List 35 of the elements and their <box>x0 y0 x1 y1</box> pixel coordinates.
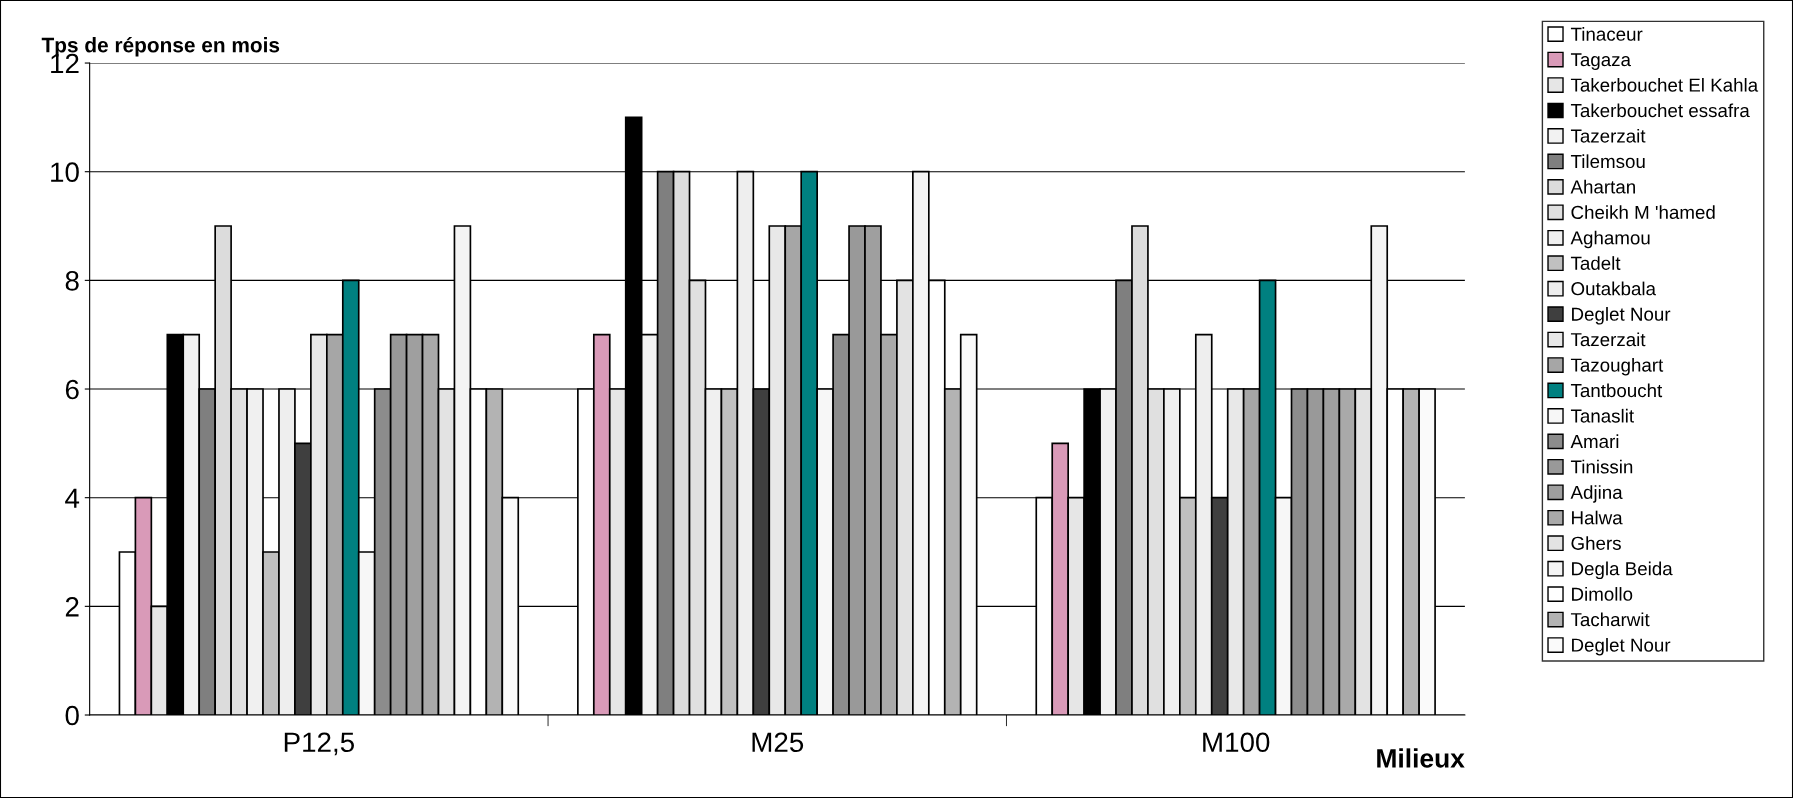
y-tick-label: 2 <box>65 597 79 617</box>
legend-label: Adjina <box>1570 485 1623 503</box>
legend-label: Tanaslit <box>1570 408 1634 423</box>
x-tick-label: M100 <box>1203 732 1270 753</box>
legend-label: Aghamou <box>1570 230 1650 249</box>
legend-label: Tazerzait <box>1570 128 1646 143</box>
legend-label: Dimollo <box>1572 587 1633 601</box>
y-tick-label: 6 <box>65 379 79 400</box>
legend-label: Deglet Nour <box>1572 307 1671 325</box>
legend-label: Tantboucht <box>1570 383 1663 398</box>
x-tick-label: P12,5 <box>284 732 354 756</box>
legend-label: Tacharwit <box>1570 612 1650 627</box>
legend-label: Amari <box>1570 434 1619 449</box>
legend-label: Ghers <box>1571 536 1621 550</box>
y-tick-label: 4 <box>65 488 80 508</box>
y-tick-label: 0 <box>65 705 79 726</box>
legend-label: Tazerzait <box>1570 332 1646 347</box>
legend-label: Tinissin <box>1570 459 1633 474</box>
legend-label: Tazoughart <box>1570 357 1664 376</box>
legend-label: Tadelt <box>1570 256 1621 270</box>
x-axis-title: Milieux <box>1377 748 1465 768</box>
legend-label: Takerbouchet El Kahla <box>1570 77 1759 92</box>
legend-label: Ahartan <box>1570 179 1635 194</box>
legend-label: Degla Beida <box>1572 561 1673 580</box>
legend-label: Deglet Nour <box>1572 637 1671 656</box>
y-tick-label: 8 <box>65 271 79 291</box>
legend-label: Tinaceur <box>1570 27 1643 41</box>
legend-label: Outakbala <box>1571 281 1656 296</box>
legend-label: Halwa <box>1572 510 1623 525</box>
legend-label: Cheikh M 'hamed <box>1571 205 1715 220</box>
legend-label: Tagaza <box>1570 53 1631 70</box>
legend-label: Tilemsou <box>1570 154 1645 169</box>
legend-label: Takerbouchet essafra <box>1570 103 1750 118</box>
x-tick-label: M25 <box>752 732 804 753</box>
y-tick-label: 10 <box>51 162 79 183</box>
